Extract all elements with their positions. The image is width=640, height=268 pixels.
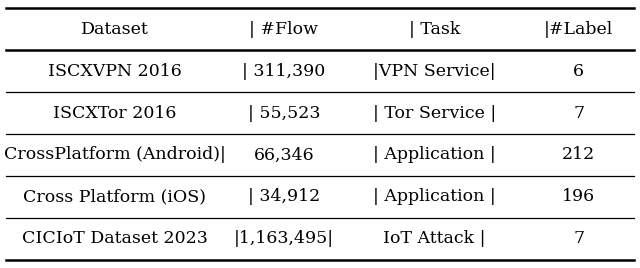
Text: | 311,390: | 311,390 xyxy=(243,62,326,80)
Text: 6: 6 xyxy=(573,62,584,80)
Text: | 34,912: | 34,912 xyxy=(248,188,320,206)
Text: ISCXTor 2016: ISCXTor 2016 xyxy=(53,105,176,121)
Text: CrossPlatform (Android)|: CrossPlatform (Android)| xyxy=(4,147,225,163)
Text: |VPN Service|: |VPN Service| xyxy=(373,62,496,80)
Text: | Tor Service |: | Tor Service | xyxy=(373,105,496,121)
Text: | 55,523: | 55,523 xyxy=(248,105,320,121)
Text: CICIoT Dataset 2023: CICIoT Dataset 2023 xyxy=(22,230,207,247)
Text: | #Flow: | #Flow xyxy=(250,21,319,38)
Text: 196: 196 xyxy=(562,188,595,206)
Text: Cross Platform (iOS): Cross Platform (iOS) xyxy=(23,188,206,206)
Text: 7: 7 xyxy=(573,230,584,247)
Text: | Application |: | Application | xyxy=(373,188,496,206)
Text: 66,346: 66,346 xyxy=(253,147,314,163)
Text: 212: 212 xyxy=(562,147,595,163)
Text: ISCXVPN 2016: ISCXVPN 2016 xyxy=(48,62,182,80)
Text: IoT Attack |: IoT Attack | xyxy=(383,230,486,247)
Text: |1,163,495|: |1,163,495| xyxy=(234,230,334,247)
Text: | Application |: | Application | xyxy=(373,147,496,163)
Text: | Task: | Task xyxy=(409,21,460,38)
Text: Dataset: Dataset xyxy=(81,21,148,38)
Text: 7: 7 xyxy=(573,105,584,121)
Text: |#Label: |#Label xyxy=(544,21,613,38)
